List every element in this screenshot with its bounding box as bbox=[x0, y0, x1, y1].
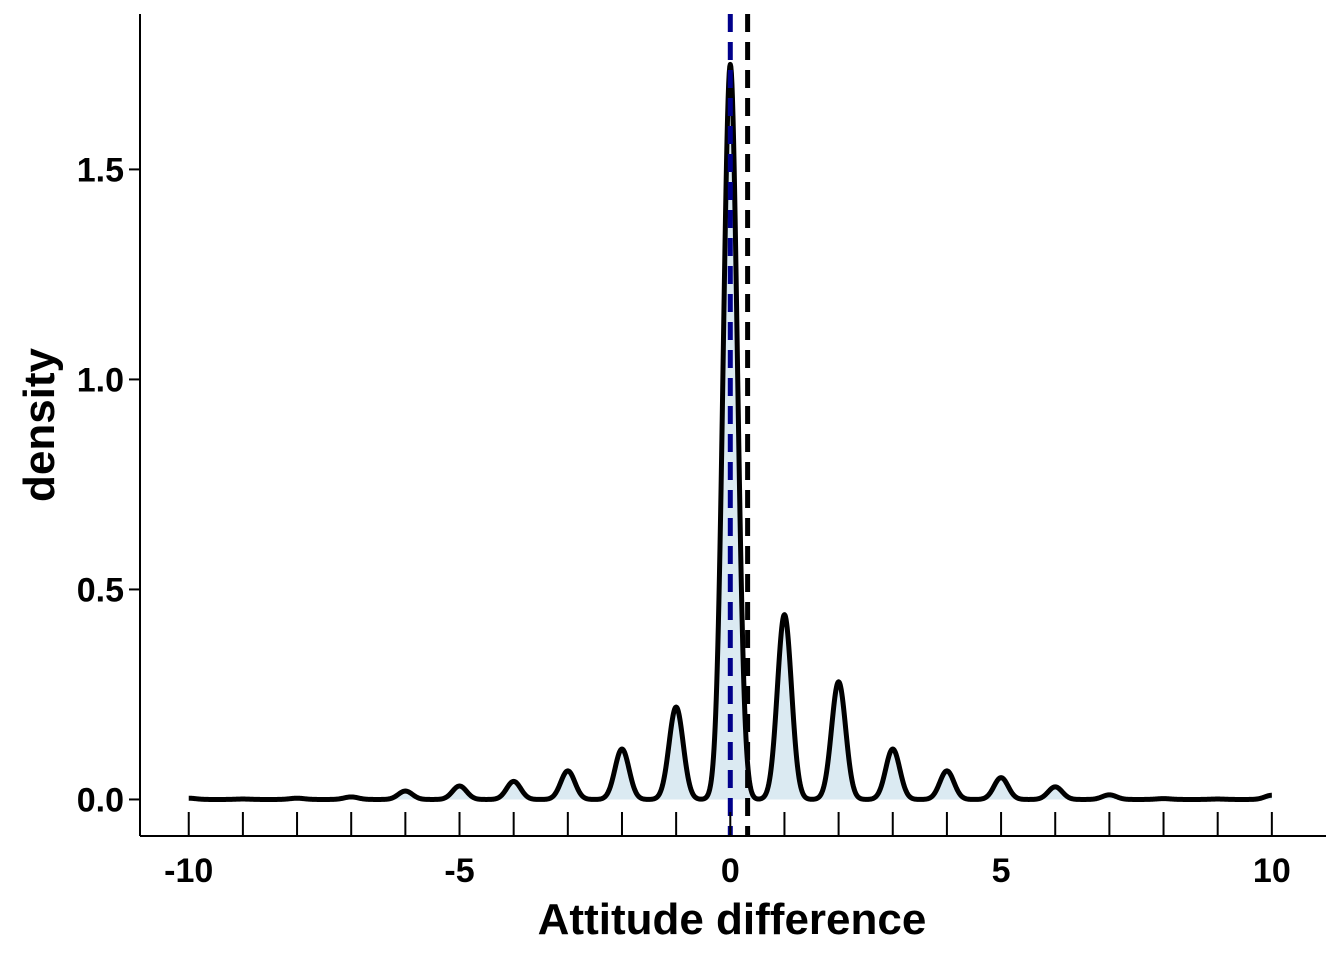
y-tick-label: 0.5 bbox=[77, 571, 124, 609]
x-tick-label: 10 bbox=[1253, 852, 1291, 890]
density-curve bbox=[186, 61, 1274, 802]
y-axis-title: density bbox=[15, 347, 64, 502]
x-tick-label: -10 bbox=[164, 852, 213, 890]
x-axis-ticks: -10 -5 0 5 10 bbox=[164, 812, 1291, 890]
x-tick-label: 5 bbox=[992, 852, 1011, 890]
y-axis-ticks: 0.0 0.5 1.0 1.5 bbox=[77, 151, 140, 819]
x-tick-label: 0 bbox=[721, 852, 740, 890]
y-tick-label: 1.5 bbox=[77, 151, 124, 189]
y-tick-label: 1.0 bbox=[77, 361, 124, 399]
y-tick-label: 0.0 bbox=[77, 781, 124, 819]
reference-lines bbox=[727, 14, 751, 836]
density-area-fill bbox=[188, 64, 1272, 800]
x-tick-label: -5 bbox=[444, 852, 474, 890]
x-axis-title: Attitude difference bbox=[538, 895, 927, 944]
